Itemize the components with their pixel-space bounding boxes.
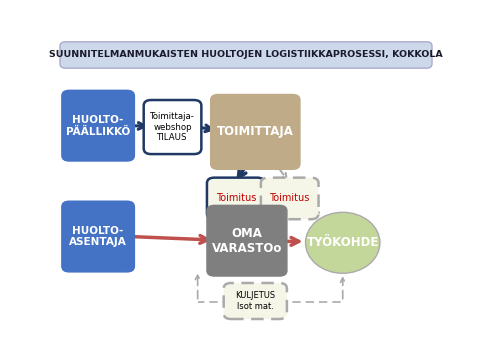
Text: HUOLTO-
PÄÄLLIKKÖ: HUOLTO- PÄÄLLIKKÖ [66, 115, 130, 136]
FancyBboxPatch shape [62, 201, 134, 272]
FancyBboxPatch shape [211, 94, 300, 169]
Ellipse shape [306, 212, 380, 273]
FancyBboxPatch shape [207, 205, 287, 276]
FancyBboxPatch shape [224, 283, 287, 319]
Text: TYÖKOHDE: TYÖKOHDE [307, 236, 379, 249]
Text: Toimitus: Toimitus [270, 193, 310, 203]
FancyBboxPatch shape [144, 100, 202, 154]
FancyBboxPatch shape [62, 90, 134, 161]
Text: HUOLTO-
ASENTAJA: HUOLTO- ASENTAJA [69, 226, 127, 247]
Text: TOIMITTAJA: TOIMITTAJA [217, 125, 294, 138]
Text: SUUNNITELMANMUKAISTEN HUOLTOJEN LOGISTIIKKAPROSESSI, KOKKOLA: SUUNNITELMANMUKAISTEN HUOLTOJEN LOGISTII… [49, 50, 443, 59]
Text: Toimitus: Toimitus [216, 193, 256, 203]
Text: KULJETUS
lsot mat.: KULJETUS lsot mat. [235, 291, 276, 311]
FancyBboxPatch shape [261, 177, 319, 219]
FancyBboxPatch shape [207, 177, 264, 219]
Text: Toimittaja-
webshop
TILAUS: Toimittaja- webshop TILAUS [150, 112, 195, 142]
FancyBboxPatch shape [60, 42, 432, 68]
Text: OMA
VARASTOо: OMA VARASTOо [212, 227, 282, 255]
